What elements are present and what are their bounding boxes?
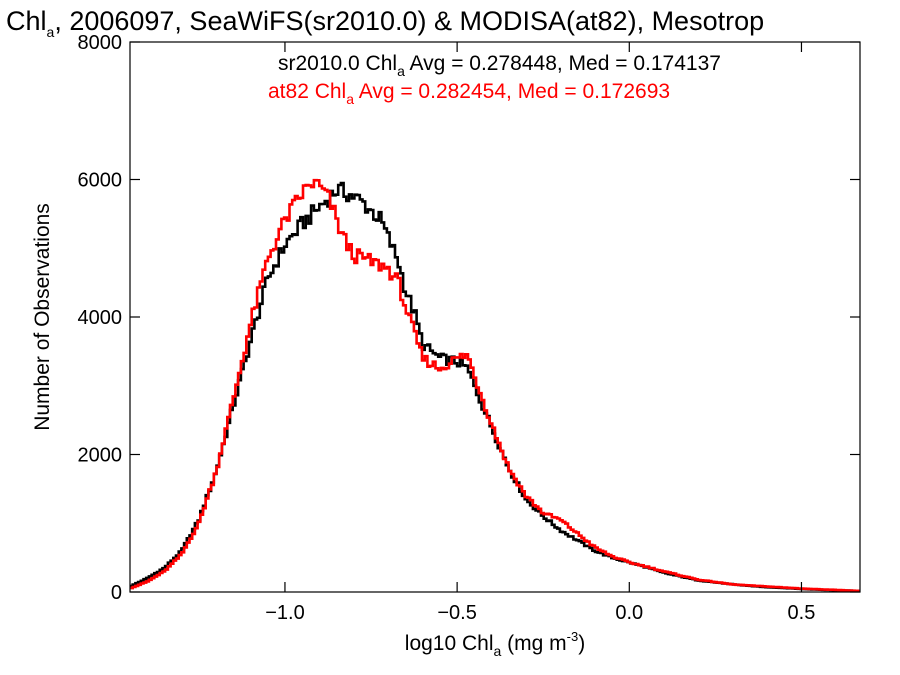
plot-axes: −1.0 −0.5 0.0 0.5 0 2000 4000 6000 8000 — [78, 32, 861, 624]
x-tick-label: −1.0 — [265, 602, 304, 624]
plot-frame — [129, 41, 861, 593]
annotation-at82-rest: Avg = 0.282454, Med = 0.172693 — [354, 80, 670, 103]
xlabel-prefix: log10 Chl — [405, 632, 494, 655]
xlabel-superscript: -3 — [567, 629, 579, 644]
xlabel-end: ) — [578, 632, 585, 655]
title-rest: , 2006097, SeaWiFS(sr2010.0) & MODISA(at… — [54, 6, 764, 36]
series-line-at82 — [130, 178, 860, 593]
x-tick-label: 0.5 — [788, 602, 816, 624]
title-prefix: Chl — [6, 6, 47, 36]
annotation-at82-prefix: at82 Chl — [268, 80, 346, 103]
annotation-at82-subscript: a — [346, 91, 354, 107]
x-tick-label: −0.5 — [437, 602, 476, 624]
y-tick-label: 6000 — [78, 170, 123, 192]
annotation-sr2010-prefix: sr2010.0 Chl — [278, 52, 397, 75]
y-tick-label: 2000 — [78, 445, 123, 467]
annotation-sr2010-rest: Avg = 0.278448, Med = 0.174137 — [405, 52, 721, 75]
y-axis-label: Number of Observations — [31, 203, 54, 431]
series-line-sr2010-0 — [130, 181, 860, 593]
annotation-sr2010-subscript: a — [397, 63, 405, 79]
xlabel-mid: (mg m — [501, 632, 566, 655]
series-annotation-at82: at82 Chla Avg = 0.282454, Med = 0.172693 — [268, 80, 670, 107]
x-tick-label: 0.0 — [615, 602, 643, 624]
x-axis-label: log10 Chla (mg m-3) — [405, 629, 585, 659]
title-subscript: a — [47, 24, 55, 40]
series-annotation-sr2010: sr2010.0 Chla Avg = 0.278448, Med = 0.17… — [278, 52, 721, 79]
y-tick-label: 8000 — [78, 32, 123, 54]
xlabel-subscript: a — [494, 643, 502, 659]
y-tick-label: 4000 — [78, 307, 123, 329]
y-tick-label: 0 — [111, 582, 122, 604]
chart-title: Chla, 2006097, SeaWiFS(sr2010.0) & MODIS… — [6, 6, 764, 40]
plot-marks — [130, 178, 860, 593]
